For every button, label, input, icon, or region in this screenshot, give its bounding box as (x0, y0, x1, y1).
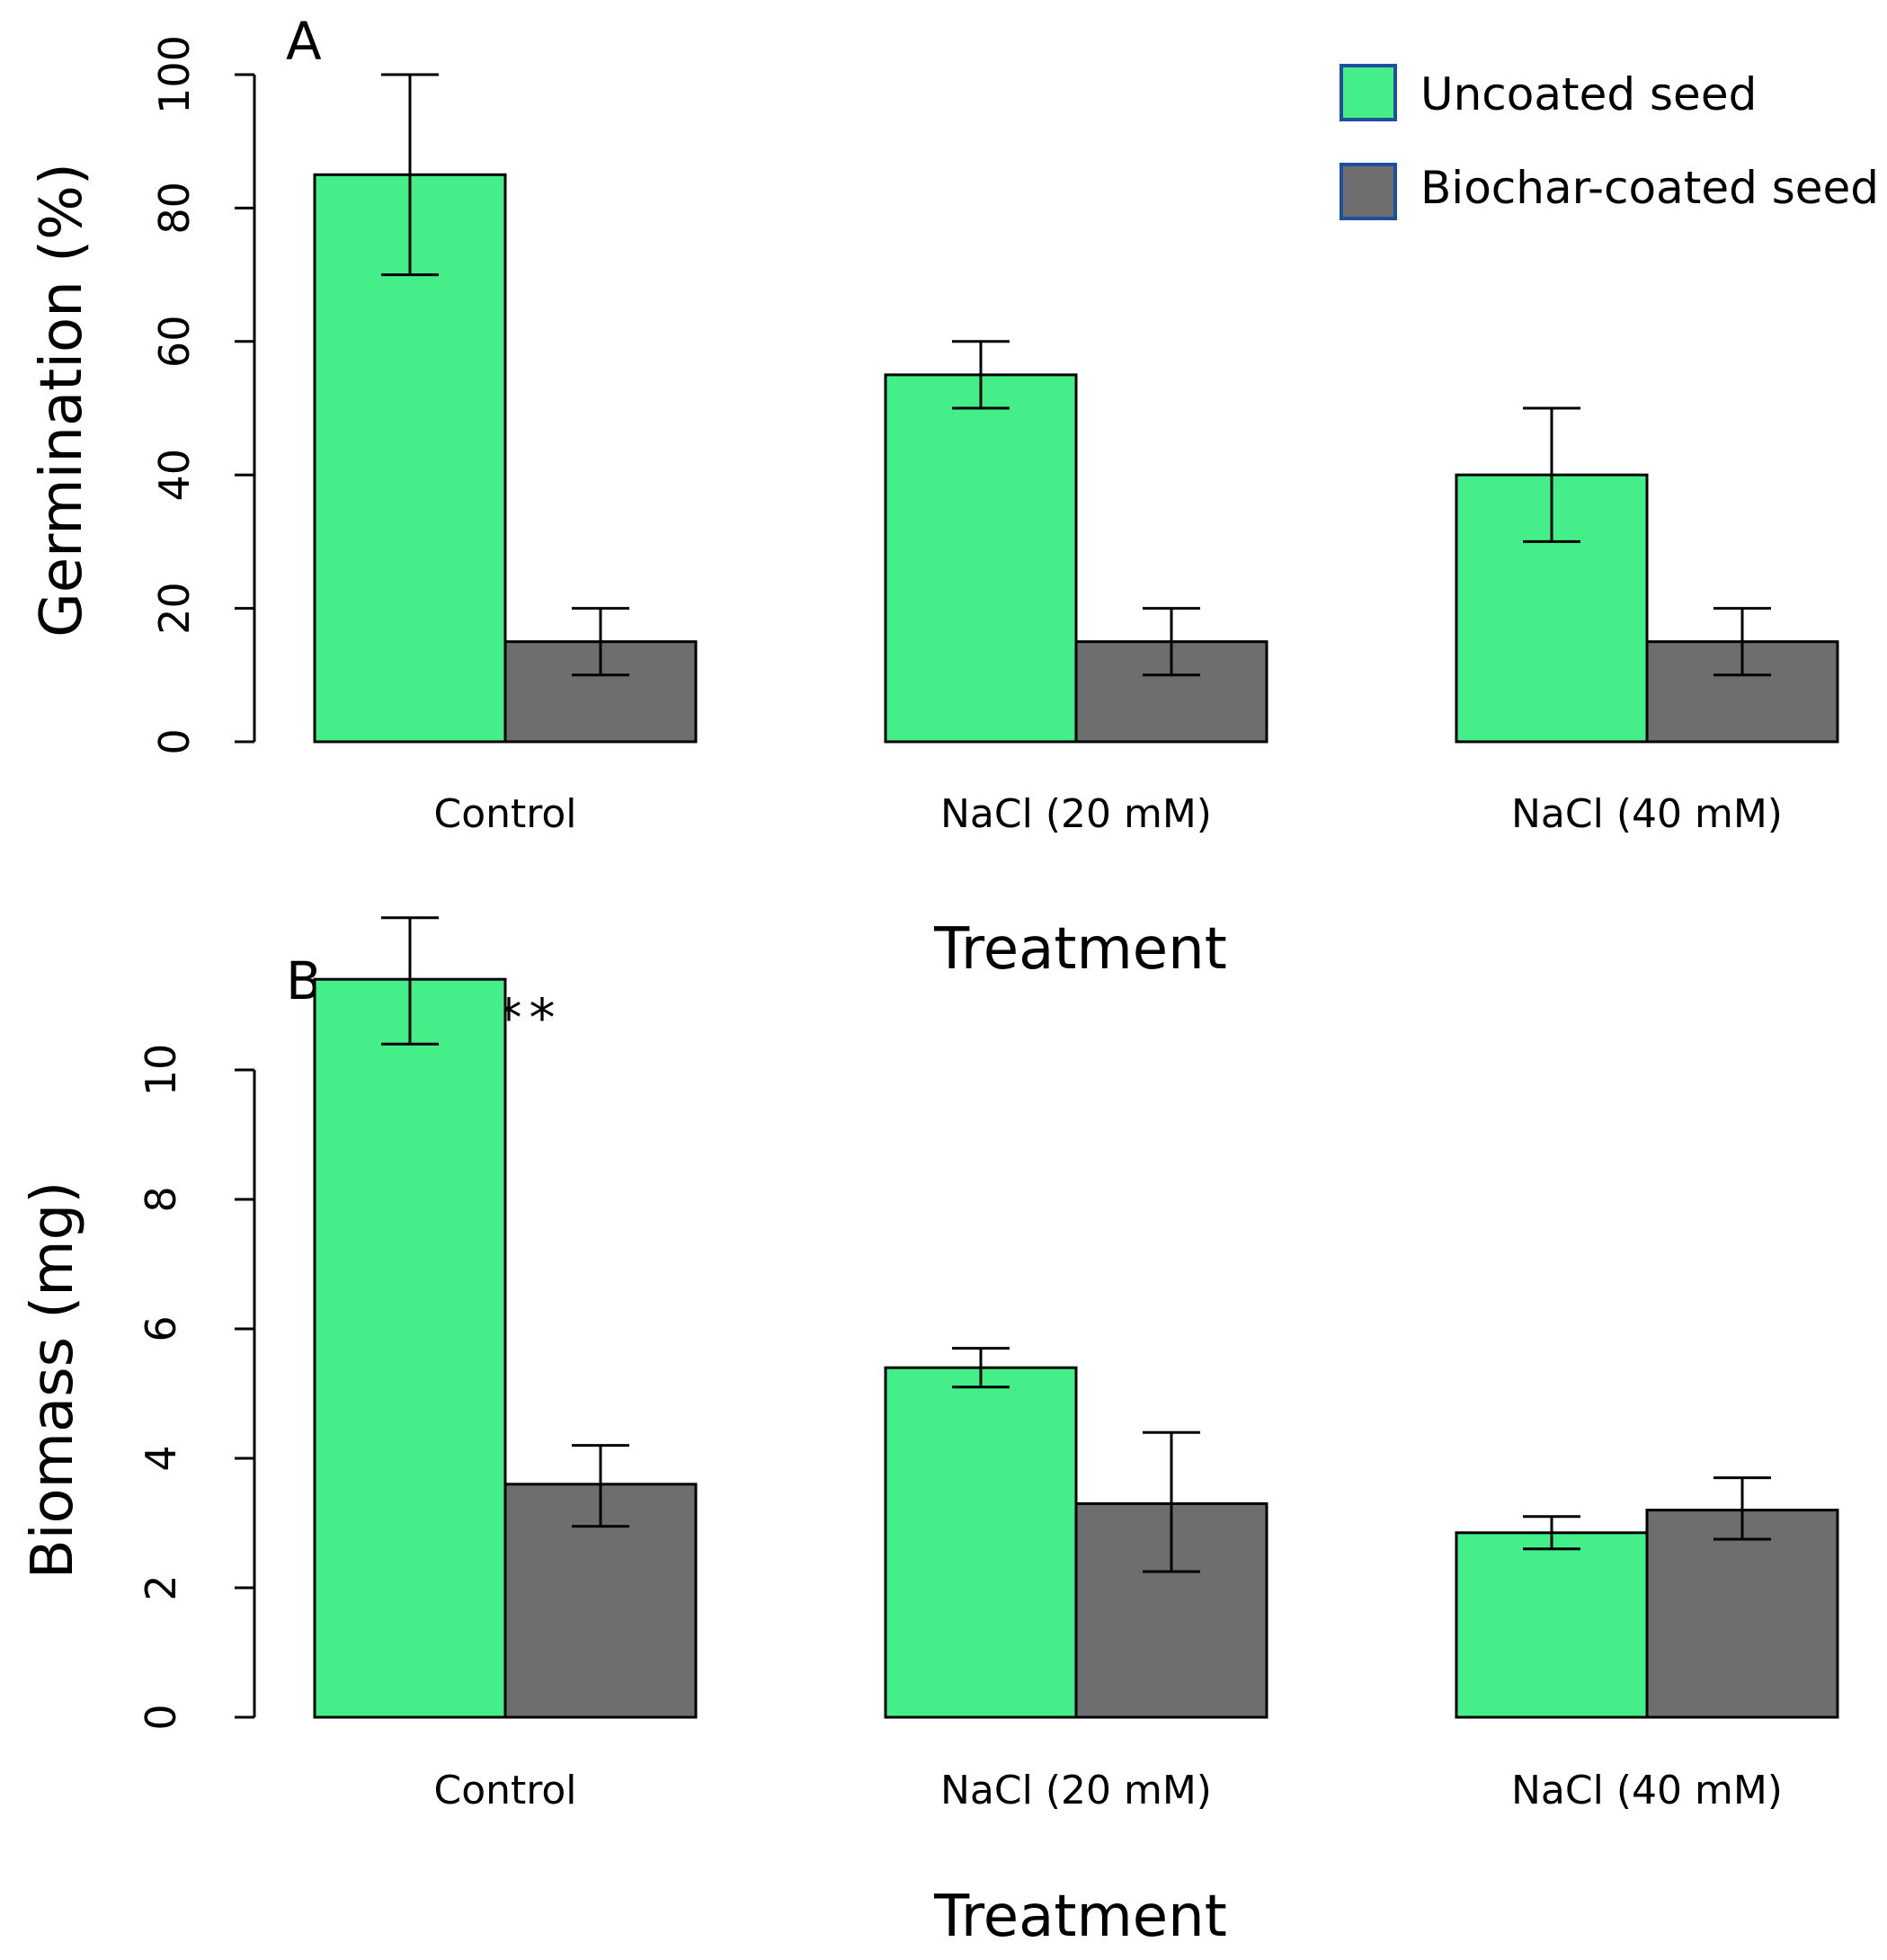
legend-swatch-biochar (1340, 163, 1397, 220)
bar-b-1-0 (884, 1366, 1078, 1719)
y-tick-label-a-5: 100 (150, 35, 199, 114)
y-tick-label-a-0: 0 (150, 728, 199, 754)
category-label-b-0: Control (433, 1768, 576, 1813)
bar-b-2-1 (1645, 1509, 1839, 1719)
y-tick-label-b-5: 10 (137, 1044, 185, 1097)
category-label-b-2: NaCl (40 mM) (1511, 1768, 1783, 1813)
legend-label-uncoated: Uncoated seed (1420, 68, 1757, 120)
panel-b: B Biomass (mg) Treatment *** 0246810Cont… (20, 916, 1839, 1950)
y-tick-label-a-4: 80 (150, 182, 199, 235)
y-tick-label-a-1: 20 (150, 582, 199, 635)
legend: Uncoated seed Biochar-coated seed (1340, 64, 1879, 220)
y-tick-label-b-1: 2 (137, 1574, 185, 1600)
panel-a-ylabel: Germination (%) (29, 163, 95, 637)
y-tick-label-b-0: 0 (137, 1704, 185, 1730)
legend-swatch-uncoated (1340, 64, 1397, 121)
y-tick-label-b-2: 4 (137, 1445, 185, 1471)
y-tick-label-b-4: 8 (137, 1186, 185, 1212)
panel-a-tag: A (286, 11, 322, 72)
bar-b-0-0 (313, 977, 507, 1719)
panel-a: A Germination (%) Treatment 0 20 40 60 80 100… (29, 11, 1839, 983)
panel-a-xlabel: Treatment (933, 916, 1227, 983)
legend-label-biochar: Biochar-coated seed (1420, 162, 1879, 214)
y-tick-label-a-3: 60 (150, 316, 199, 369)
y-tick-label-b-3: 6 (137, 1315, 185, 1341)
bar-a-1-0 (884, 373, 1078, 744)
category-label-a-0: Control (433, 791, 576, 837)
category-label-a-2: NaCl (40 mM) (1511, 791, 1783, 837)
y-tick-label-a-2: 40 (150, 449, 199, 502)
panel-b-ylabel: Biomass (mg) (20, 1181, 86, 1579)
bar-a-1-1 (1074, 640, 1268, 744)
panel-b-xlabel: Treatment (933, 1884, 1227, 1950)
category-label-a-1: NaCl (20 mM) (940, 791, 1212, 837)
bar-b-2-0 (1455, 1531, 1649, 1719)
category-label-b-1: NaCl (20 mM) (940, 1768, 1212, 1813)
